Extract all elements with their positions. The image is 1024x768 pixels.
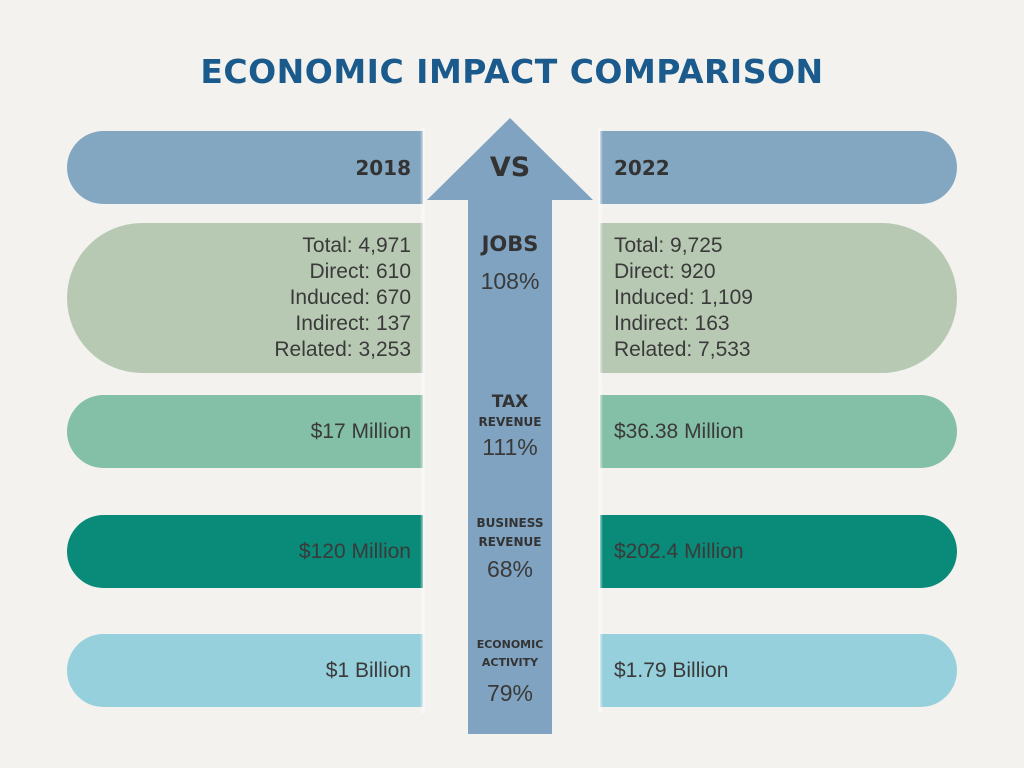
jobs-metric-label: JOBS: [481, 232, 539, 256]
vs-label: VS: [489, 152, 531, 183]
year-left-pill: 2018: [67, 131, 423, 204]
jobs-left-induced: Induced: 670: [289, 286, 411, 309]
tax-metric-label-1: TAX: [491, 392, 529, 412]
year-right-label: 2022: [614, 155, 670, 180]
year-right-pill: 2022: [600, 131, 957, 204]
business-metric-label-2: REVENUE: [478, 535, 542, 549]
right-divider: [597, 128, 603, 713]
economic-change: 79%: [486, 680, 534, 706]
business-right-value: $202.4 Million: [614, 539, 744, 563]
tax-right-value: $36.38 Million: [614, 419, 744, 443]
business-left-value: $120 Million: [298, 539, 411, 563]
tax-metric-label-2: REVENUE: [478, 415, 542, 429]
business-metric-label-1: BUSINESS: [476, 516, 544, 530]
jobs-right-related: Related: 7,533: [614, 338, 751, 361]
left-divider: [420, 128, 426, 713]
jobs-left-related: Related: 3,253: [274, 338, 411, 361]
jobs-change: 108%: [480, 268, 540, 294]
economic-left-pill: $1 Billion: [67, 634, 423, 707]
jobs-right-indirect: Indirect: 163: [614, 312, 730, 335]
tax-change: 111%: [482, 434, 538, 460]
up-arrow-icon: [427, 118, 593, 734]
tax-left-pill: $17 Million: [67, 395, 423, 468]
page-title: ECONOMIC IMPACT COMPARISON: [200, 52, 824, 91]
jobs-left-pill: Total: 4,971 Direct: 610 Induced: 670 In…: [67, 223, 423, 373]
economic-right-value: $1.79 Billion: [614, 658, 729, 682]
jobs-left-direct: Direct: 610: [309, 260, 411, 283]
jobs-right-total: Total: 9,725: [614, 234, 723, 257]
economic-metric-label-1: ECONOMIC: [476, 638, 544, 651]
jobs-left-total: Total: 4,971: [302, 234, 411, 257]
business-right-pill: $202.4 Million: [600, 515, 957, 588]
tax-left-value: $17 Million: [310, 419, 411, 443]
business-left-pill: $120 Million: [67, 515, 423, 588]
jobs-left-indirect: Indirect: 137: [295, 312, 411, 335]
economic-metric-label-2: ACTIVITY: [481, 656, 539, 669]
jobs-right-direct: Direct: 920: [614, 260, 716, 283]
economic-right-pill: $1.79 Billion: [600, 634, 957, 707]
jobs-right-pill: Total: 9,725 Direct: 920 Induced: 1,109 …: [600, 223, 957, 373]
jobs-right-induced: Induced: 1,109: [614, 286, 753, 309]
tax-right-pill: $36.38 Million: [600, 395, 957, 468]
economic-left-value: $1 Billion: [325, 658, 411, 682]
business-change: 68%: [486, 556, 534, 582]
year-left-label: 2018: [355, 155, 411, 180]
